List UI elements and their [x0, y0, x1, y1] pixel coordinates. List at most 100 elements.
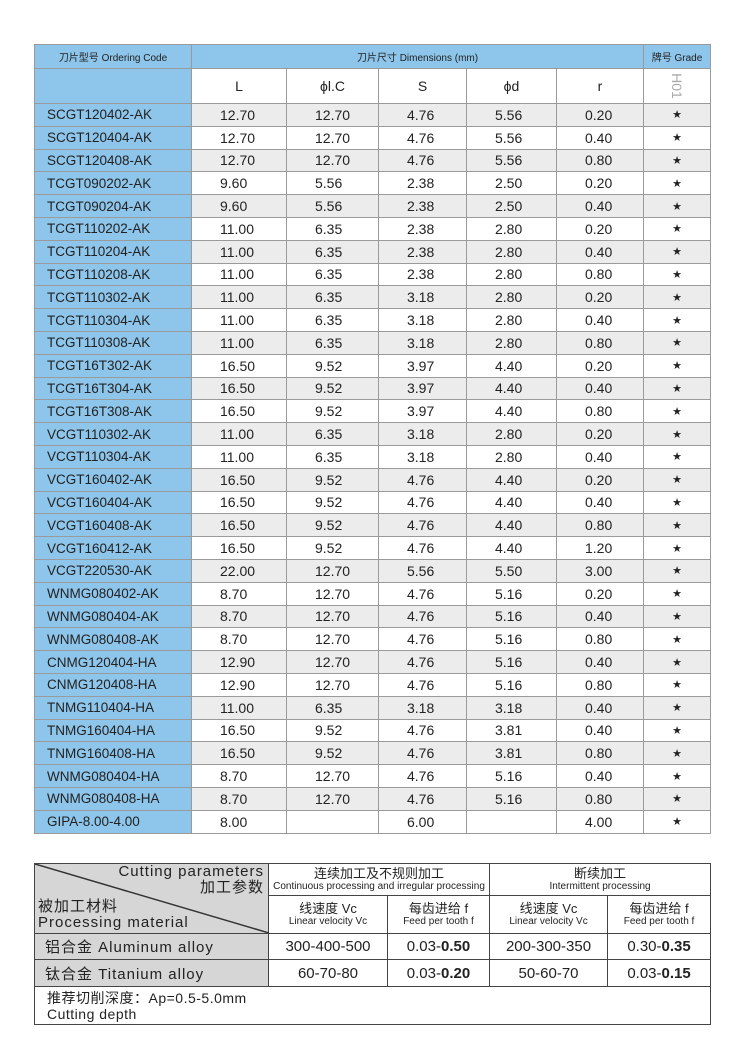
star-icon: ★: [643, 718, 712, 743]
col-l: L: [191, 68, 287, 104]
s-value: 4.76: [378, 650, 467, 674]
d-value: 4.40: [466, 353, 557, 378]
d-value: 5.16: [466, 764, 557, 788]
d-value: 4.40: [466, 467, 557, 492]
d-value: 4.40: [466, 376, 557, 401]
table-row: TCGT090204-AK 9.60 5.56 2.38 2.50 0.40 ★: [34, 194, 712, 218]
ordering-code: WNMG080404-AK: [34, 604, 192, 629]
table-row: VCGT160404-AK 16.50 9.52 4.76 4.40 0.40 ★: [34, 490, 712, 515]
c-vc-header: 线速度 Vc Linear velocity Vc: [268, 895, 388, 934]
l-value: 12.90: [191, 672, 287, 697]
d-value: 4.40: [466, 536, 557, 560]
table-row: GIPA-8.00-4.00 8.00 6.00 4.00 ★: [34, 809, 712, 834]
ic-value: 9.52: [286, 536, 379, 560]
s-value: 4.76: [378, 513, 467, 538]
star-icon: ★: [643, 148, 712, 173]
ic-value: 12.70: [286, 604, 379, 629]
l-value: 11.00: [191, 422, 287, 446]
ordering-code: VCGT220530-AK: [34, 558, 192, 583]
s-value: 3.18: [378, 330, 467, 355]
table-row: TNMG110404-HA 11.00 6.35 3.18 3.18 0.40 ★: [34, 695, 712, 720]
material-cn: 被加工材料: [38, 898, 119, 915]
star-icon: ★: [643, 536, 712, 560]
star-icon: ★: [643, 672, 712, 697]
star-icon: ★: [643, 262, 712, 287]
ic-value: 9.52: [286, 490, 379, 515]
ordering-code: TNMG160408-HA: [34, 741, 192, 766]
star-icon: ★: [643, 216, 712, 241]
l-value: 8.00: [191, 809, 287, 834]
star-icon: ★: [643, 330, 712, 355]
r-value: 0.40: [555, 239, 645, 264]
grade-h01: H01: [643, 68, 712, 104]
d-value: 3.81: [466, 718, 557, 743]
d-value: 2.80: [466, 262, 557, 287]
star-icon: ★: [643, 764, 712, 788]
l-value: 16.50: [191, 399, 287, 424]
i-f-header: 每齿进给 f Feed per tooth f: [607, 895, 712, 934]
d-value: 2.80: [466, 422, 557, 446]
table-row: WNMG080408-AK 8.70 12.70 4.76 5.16 0.80 ★: [34, 627, 712, 652]
star-icon: ★: [643, 741, 712, 766]
l-value: 8.70: [191, 764, 287, 788]
table-row: SCGT120402-AK 12.70 12.70 4.76 5.56 0.20 ★: [34, 103, 712, 127]
star-icon: ★: [643, 581, 712, 606]
l-value: 11.00: [191, 330, 287, 355]
star-icon: ★: [643, 786, 712, 811]
star-icon: ★: [643, 171, 712, 196]
r-value: 0.40: [555, 604, 645, 629]
s-value: 4.76: [378, 741, 467, 766]
s-value: 2.38: [378, 239, 467, 264]
d-value: 4.40: [466, 399, 557, 424]
ic-value: 6.35: [286, 330, 379, 355]
l-value: 12.70: [191, 103, 287, 127]
ordering-code: VCGT110302-AK: [34, 422, 192, 446]
ordering-code: CNMG120404-HA: [34, 650, 192, 674]
ordering-code: SCGT120408-AK: [34, 148, 192, 173]
l-value: 16.50: [191, 467, 287, 492]
s-value: 4.76: [378, 718, 467, 743]
table-row: CNMG120404-HA 12.90 12.70 4.76 5.16 0.40 ★: [34, 650, 712, 674]
table-row: TCGT110204-AK 11.00 6.35 2.38 2.80 0.40 ★: [34, 239, 712, 264]
star-icon: ★: [643, 194, 712, 218]
d-value: 4.40: [466, 513, 557, 538]
ordering-code: TCGT110208-AK: [34, 262, 192, 287]
r-value: 0.40: [555, 490, 645, 515]
d-value: 4.40: [466, 490, 557, 515]
ic-value: 12.70: [286, 627, 379, 652]
continuous-header: 连续加工及不规则加工 Continuous processing and irre…: [267, 862, 491, 897]
s-value: 4.76: [378, 467, 467, 492]
table-row: VCGT220530-AK 22.00 12.70 5.56 5.50 3.00 ★: [34, 558, 712, 583]
s-value: 4.76: [378, 490, 467, 515]
ic-value: 9.52: [286, 376, 379, 401]
dimensions-header: 刀片尺寸 Dimensions (mm): [190, 44, 645, 69]
l-value: 12.70: [191, 125, 287, 150]
r-value: 0.40: [555, 125, 645, 150]
ic-value: 6.35: [286, 308, 379, 332]
star-icon: ★: [643, 695, 712, 720]
r-value: 0.20: [555, 581, 645, 606]
ic-value: 9.52: [286, 718, 379, 743]
l-value: 11.00: [191, 444, 287, 469]
table-row: SCGT120408-AK 12.70 12.70 4.76 5.56 0.80 ★: [34, 148, 712, 173]
table-row: TCGT110308-AK 11.00 6.35 3.18 2.80 0.80 ★: [34, 330, 712, 355]
star-icon: ★: [643, 285, 712, 310]
ic-value: [286, 809, 379, 834]
ordering-code: TCGT090202-AK: [34, 171, 192, 196]
s-value: 4.76: [378, 627, 467, 652]
ic-value: 12.70: [286, 786, 379, 811]
cutting-parameters-table: Cutting parameters 加工参数 被加工材料 Processing m…: [33, 862, 712, 1025]
ordering-code: SCGT120404-AK: [34, 125, 192, 150]
col-r: r: [555, 68, 645, 104]
star-icon: ★: [643, 399, 712, 424]
d-value: 3.81: [466, 741, 557, 766]
i-vc-header: 线速度 Vc Linear velocity Vc: [489, 895, 609, 934]
table-row: WNMG080404-AK 8.70 12.70 4.76 5.16 0.40 ★: [34, 604, 712, 629]
s-value: 4.76: [378, 148, 467, 173]
s-value: 2.38: [378, 262, 467, 287]
ic-value: 6.35: [286, 239, 379, 264]
s-value: 3.18: [378, 308, 467, 332]
d-value: 5.16: [466, 672, 557, 697]
l-value: 11.00: [191, 695, 287, 720]
r-value: 0.20: [555, 353, 645, 378]
